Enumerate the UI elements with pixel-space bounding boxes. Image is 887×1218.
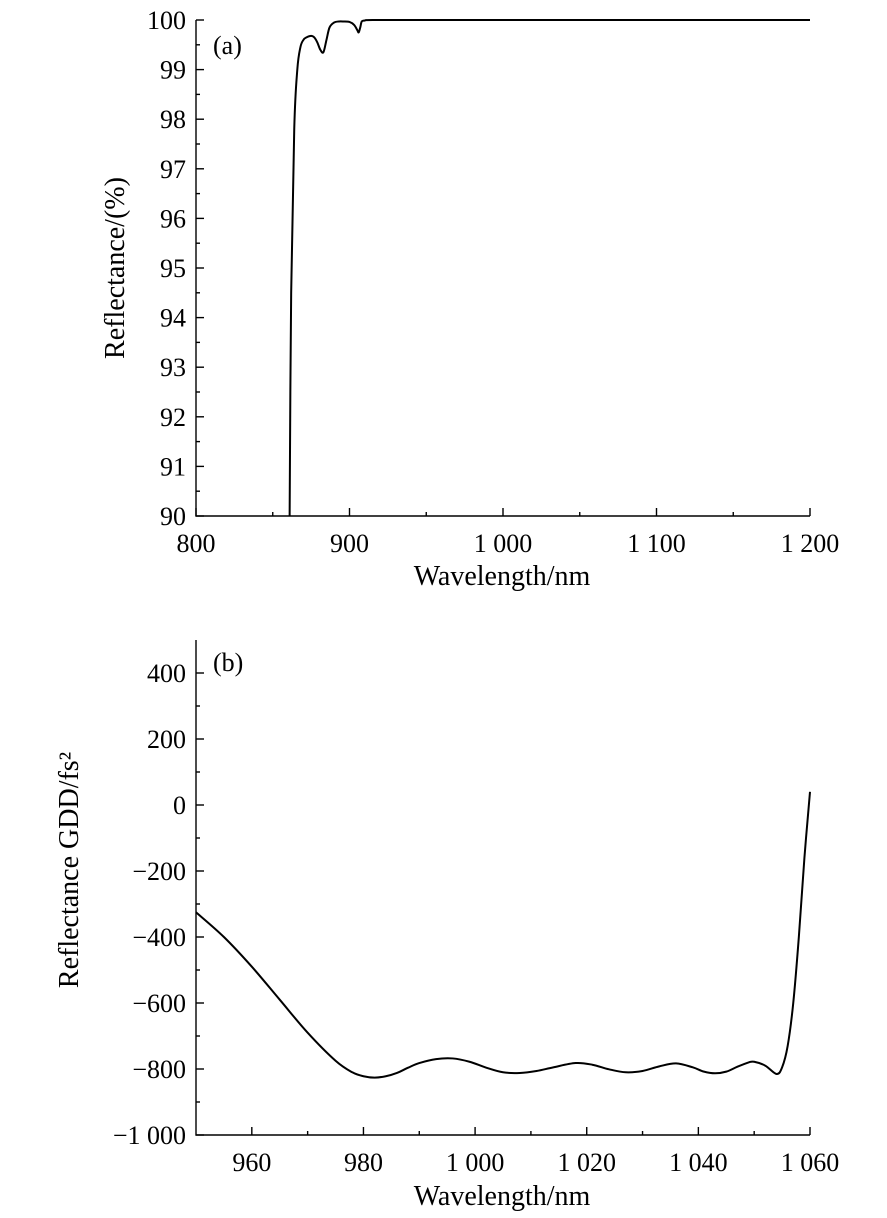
panel-a-y-ticks: 90 91 92 93 94 95 96 97 98 99 100 (147, 6, 204, 531)
panel-b-y-ticks: −1 000 −800 −600 −400 −200 0 200 400 (113, 659, 204, 1150)
panel-a-x-tick-label: 1 200 (781, 529, 840, 558)
panel-a-y-tick-label: 100 (147, 6, 186, 35)
panel-a-y-tick-label: 91 (160, 452, 186, 481)
panel-a-y-tick-label: 98 (160, 105, 186, 134)
panel-b-axis-lines (195, 640, 810, 1136)
panel-b-gdd: 960 980 1 000 1 020 1 040 1 060 −1 000 −800 −60… (54, 640, 839, 1212)
panel-b-y-tick-label: 400 (147, 659, 186, 688)
panel-a-reflectance: 800 900 1 000 1 100 1 200 90 91 92 93 94 95 96 97 98… (100, 6, 839, 592)
panel-b-x-tick-label: 1 060 (781, 1148, 840, 1177)
panel-b-axes (195, 640, 810, 1136)
panel-b-x-tick-label: 960 (232, 1148, 271, 1177)
panel-b-y-axis-title: Reflectance GDD/fs² (54, 752, 85, 988)
panel-b-x-tick-label: 1 000 (446, 1148, 505, 1177)
panel-a-y-axis-title: Reflectance/(%) (100, 177, 131, 359)
panel-b-y-tick-label: 200 (147, 725, 186, 754)
panel-a-x-ticks: 800 900 1 000 1 100 1 200 (177, 508, 840, 558)
panel-b-x-tick-label: 980 (344, 1148, 383, 1177)
panel-a-x-tick-label: 900 (330, 529, 369, 558)
panel-a-label: (a) (213, 31, 242, 60)
panel-a-axis-lines (195, 20, 810, 517)
panel-a-x-axis-title: Wavelength/nm (414, 561, 591, 592)
panel-b-x-tick-label: 1 040 (669, 1148, 728, 1177)
panel-a-y-tick-label: 93 (160, 353, 186, 382)
panel-a-y-tick-label: 96 (160, 204, 186, 233)
panel-b-y-tick-label: −600 (132, 989, 186, 1018)
panel-a-y-tick-label: 99 (160, 56, 186, 85)
panel-a-y-tick-label: 90 (160, 502, 186, 531)
panel-b-y-tick-label: 0 (173, 791, 186, 820)
panel-b-x-ticks: 960 980 1 000 1 020 1 040 1 060 (232, 1127, 839, 1177)
panel-a-x-tick-label: 800 (177, 529, 216, 558)
panel-b-y-tick-label: −400 (132, 923, 186, 952)
panel-a-reflectance-line (288, 18, 810, 517)
panel-a-y-tick-label: 94 (160, 304, 186, 333)
panel-b-y-tick-label: −200 (132, 857, 186, 886)
panel-a-y-tick-label: 95 (160, 254, 186, 283)
panel-b-x-tick-label: 1 020 (557, 1148, 616, 1177)
panel-b-gdd-line (195, 791, 811, 1079)
panel-b-y-tick-label: −1 000 (113, 1121, 186, 1150)
panel-b-x-axis-title: Wavelength/nm (414, 1181, 591, 1212)
panel-b-label: (b) (213, 648, 243, 677)
panel-a-y-tick-label: 97 (160, 155, 186, 184)
panel-a-x-tick-label: 1 100 (627, 529, 686, 558)
panel-a-x-tick-label: 1 000 (474, 529, 533, 558)
panel-a-y-tick-label: 92 (160, 403, 186, 432)
panel-a-axes (195, 20, 810, 517)
panel-b-y-tick-label: −800 (132, 1055, 186, 1084)
